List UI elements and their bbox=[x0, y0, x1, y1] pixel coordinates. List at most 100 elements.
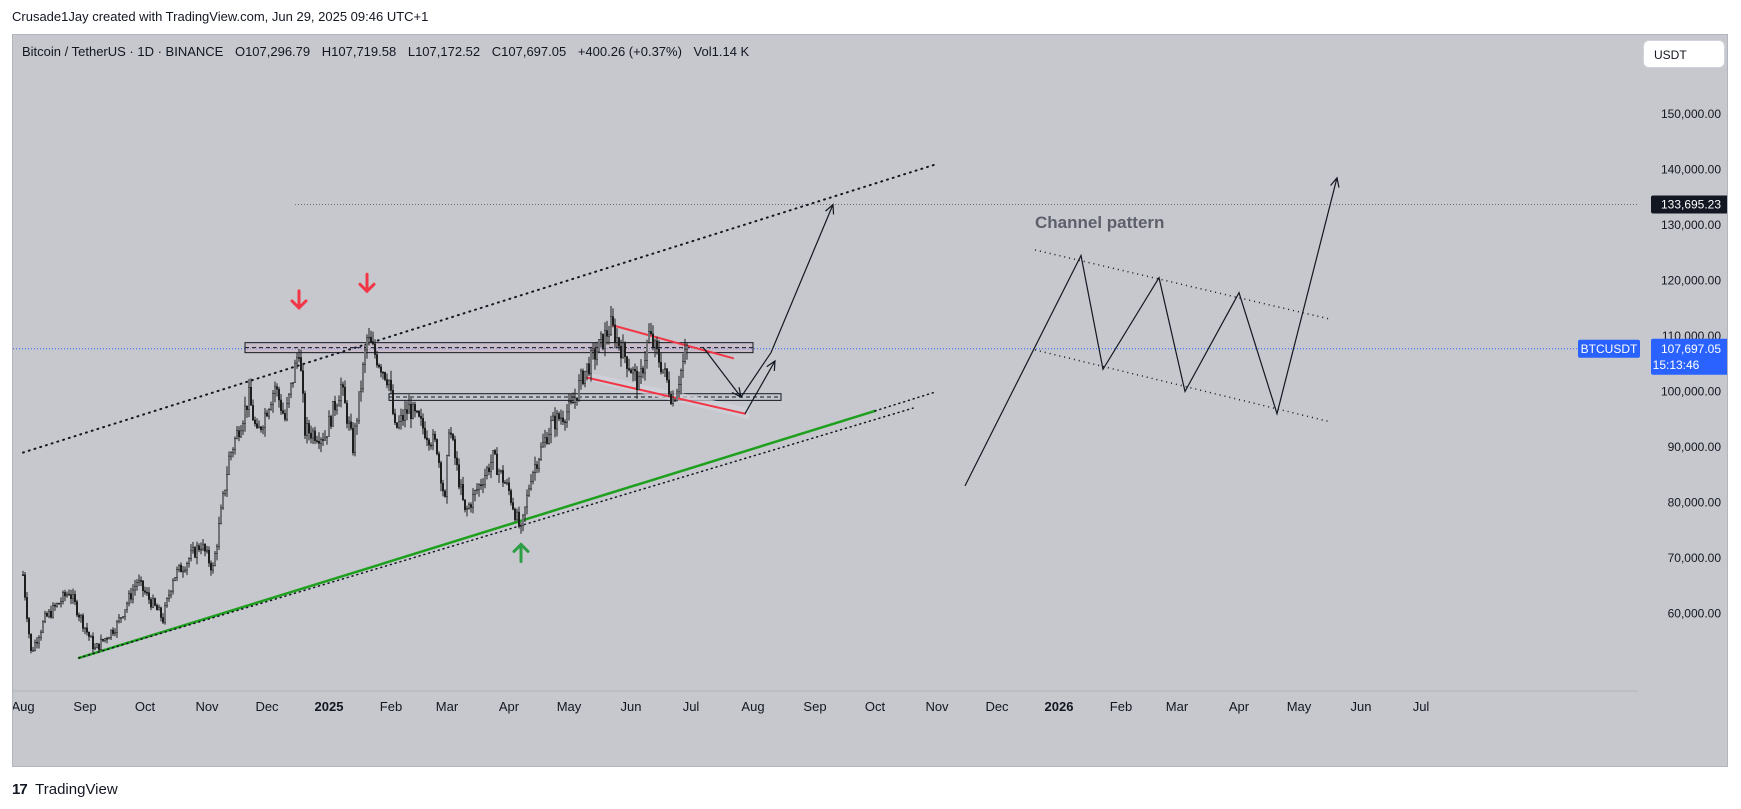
candle-body bbox=[146, 591, 148, 594]
candle-body bbox=[514, 508, 516, 520]
candle-body bbox=[524, 506, 526, 516]
candle-body bbox=[554, 415, 556, 430]
support-trendline-extension bbox=[874, 390, 938, 412]
plot-area: Channel pattern bbox=[13, 162, 1638, 660]
candle-body bbox=[226, 474, 228, 491]
candle-body bbox=[50, 610, 52, 618]
candle-body bbox=[92, 635, 94, 650]
candle-body bbox=[430, 444, 432, 447]
candle-body bbox=[278, 388, 280, 401]
candle-body bbox=[408, 403, 410, 414]
candle-body bbox=[572, 401, 574, 404]
candle-body bbox=[476, 489, 478, 491]
currency-button[interactable]: USDT bbox=[1643, 40, 1725, 68]
time-axis-label: Oct bbox=[135, 699, 156, 714]
candle-body bbox=[518, 511, 520, 527]
candle-body bbox=[44, 613, 46, 623]
candle-body bbox=[236, 430, 238, 439]
candle-body bbox=[590, 350, 592, 375]
candle-body bbox=[492, 450, 494, 463]
candle-body bbox=[612, 316, 614, 326]
candle-body bbox=[118, 617, 120, 623]
candle-body bbox=[620, 345, 622, 359]
candle-body bbox=[686, 345, 688, 350]
price-tick-label: 150,000.00 bbox=[1661, 107, 1721, 121]
candle-body bbox=[152, 598, 154, 608]
candle-body bbox=[64, 592, 66, 597]
candle-body bbox=[448, 432, 450, 456]
candle-body bbox=[154, 598, 156, 606]
candle-body bbox=[372, 342, 374, 345]
candle-body bbox=[494, 450, 496, 455]
candle-body bbox=[672, 399, 674, 404]
price-tick-label: 120,000.00 bbox=[1661, 274, 1721, 288]
flag-bottom-line bbox=[586, 376, 746, 415]
chart-canvas[interactable]: 150,000.00 140,000.00 130,000.00 120,000.00… bbox=[13, 35, 1728, 767]
projection-path bbox=[702, 204, 834, 399]
legend-open: O107,296.79 bbox=[234, 44, 311, 59]
legend-symbol[interactable]: Bitcoin / TetherUS · 1D · BINANCE bbox=[22, 44, 224, 59]
candle-body bbox=[42, 621, 44, 633]
candle-body bbox=[202, 543, 204, 550]
candle-body bbox=[406, 409, 408, 414]
time-axis-label: Apr bbox=[499, 699, 520, 714]
legend-low: L107,172.52 bbox=[407, 44, 481, 59]
candle-body bbox=[584, 370, 586, 384]
candle-body bbox=[24, 574, 26, 598]
candle-body bbox=[62, 592, 64, 602]
candle-body bbox=[378, 364, 380, 368]
candle-body bbox=[644, 360, 646, 374]
chart-panel[interactable]: 150,000.00 140,000.00 130,000.00 120,000.00… bbox=[12, 34, 1728, 767]
candle-body bbox=[332, 401, 334, 427]
price-tick-label: 70,000.00 bbox=[1668, 551, 1722, 565]
candle-body bbox=[232, 449, 234, 453]
channel-schematic-arrowhead bbox=[1330, 176, 1340, 188]
candle-body bbox=[390, 379, 392, 391]
candle-body bbox=[214, 553, 216, 567]
channel-top-dotted bbox=[1034, 249, 1332, 321]
candle-body bbox=[562, 417, 564, 422]
candle-body bbox=[66, 593, 68, 597]
candle-body bbox=[36, 641, 38, 644]
candle-body bbox=[240, 430, 242, 438]
candle-body bbox=[400, 415, 402, 422]
candle-body bbox=[56, 603, 58, 607]
candle-body bbox=[650, 331, 652, 335]
candle-body bbox=[108, 637, 110, 640]
candle-body bbox=[190, 550, 192, 560]
channel-schematic-path bbox=[964, 177, 1338, 487]
candle-body bbox=[542, 441, 544, 448]
tradingview-brand[interactable]: TradingView bbox=[35, 781, 118, 798]
candle-body bbox=[220, 507, 222, 524]
candle-body bbox=[354, 425, 356, 454]
time-axis-label: Nov bbox=[925, 699, 949, 714]
candle-body bbox=[38, 637, 40, 644]
candle-body bbox=[256, 423, 258, 428]
candle-body bbox=[388, 379, 390, 386]
candle-body bbox=[196, 545, 198, 558]
candle-body bbox=[440, 462, 442, 484]
candle-body bbox=[566, 411, 568, 423]
support-up-arrow-icon bbox=[512, 542, 530, 563]
candle-body bbox=[176, 569, 178, 578]
candle-body bbox=[198, 545, 200, 551]
candle-body bbox=[624, 342, 626, 357]
candle-body bbox=[436, 439, 438, 455]
tradingview-logo-icon[interactable]: 17 bbox=[12, 781, 28, 798]
candle-body bbox=[626, 356, 628, 369]
candle-body bbox=[606, 330, 608, 337]
candle-body bbox=[352, 427, 354, 454]
candle-body bbox=[90, 635, 92, 638]
resistance-down-arrow-icon bbox=[290, 289, 308, 311]
candle-body bbox=[274, 386, 276, 394]
candle-body bbox=[270, 404, 272, 410]
candle-body bbox=[338, 400, 340, 407]
candle-body bbox=[586, 363, 588, 372]
candle-body bbox=[162, 617, 164, 623]
time-axis-label: Jul bbox=[1413, 699, 1430, 714]
candle-body bbox=[426, 437, 428, 441]
candle-body bbox=[172, 580, 174, 592]
candle-body bbox=[558, 413, 560, 420]
candle-body bbox=[442, 482, 444, 492]
candle-body bbox=[224, 489, 226, 494]
